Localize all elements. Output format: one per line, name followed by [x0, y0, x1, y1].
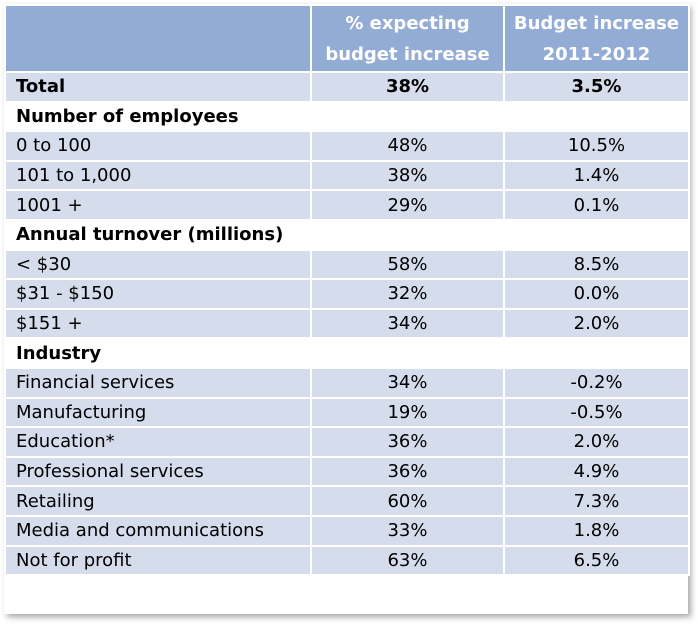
budget-increase-cell: 0.1%	[503, 189, 690, 221]
row-label: Total	[4, 71, 312, 103]
budget-increase-cell: 3.5%	[503, 71, 690, 103]
section-header-row: Industry	[4, 337, 690, 369]
budget-increase-cell: 2.0%	[503, 307, 690, 340]
row-label: < $30	[4, 248, 312, 281]
pct-expecting-cell: 34%	[310, 366, 505, 399]
budget-increase-cell: 1.8%	[503, 514, 690, 547]
pct-expecting-cell: 36%	[310, 455, 505, 488]
section-header-row: Annual turnover (millions)	[4, 218, 690, 251]
budget-increase-cell: 0.0%	[503, 278, 690, 310]
row-label: 101 to 1,000	[4, 159, 312, 192]
table-row: Financial services 34% -0.2%	[4, 366, 690, 399]
table-row: Not for profit 63% 6.5%	[4, 544, 690, 577]
table-frame: % expecting budget increase Budget incre…	[4, 4, 690, 614]
header-pct-line-1: % expecting	[345, 12, 470, 34]
header-budget-line-2: 2011-2012	[542, 43, 651, 65]
section-header-row: Number of employees	[4, 100, 690, 133]
row-label: Financial services	[4, 366, 312, 399]
row-label: $151 +	[4, 307, 312, 340]
table-row: Retailing 60% 7.3%	[4, 485, 690, 517]
row-label: Media and communications	[4, 514, 312, 547]
row-label: 1001 +	[4, 189, 312, 221]
header-pct-line-2: budget increase	[325, 43, 490, 65]
pct-expecting-cell: 36%	[310, 426, 505, 458]
budget-increase-cell: -0.5%	[503, 396, 690, 429]
header-budget-line-1: Budget increase	[513, 12, 680, 34]
table-row: $151 +34% 2.0%	[4, 307, 690, 340]
table-row: < $30 58% 8.5%	[4, 248, 690, 281]
row-label: Retailing	[4, 485, 312, 517]
table-row: $31 - $150 32% 0.0%	[4, 278, 690, 310]
row-label: Manufacturing	[4, 396, 312, 429]
pct-expecting-cell: 60%	[310, 485, 505, 517]
pct-expecting-cell: 32%	[310, 278, 505, 310]
pct-expecting-cell: 38%	[310, 71, 505, 103]
pct-expecting-cell: 29%	[310, 189, 505, 221]
budget-increase-cell: -0.2%	[503, 366, 690, 399]
row-label: Not for profit	[4, 544, 312, 577]
table-row: Professional services 36% 4.9%	[4, 455, 690, 488]
table-body: Total 38% 3.5% Number of employees 0 to 100 4…	[4, 71, 690, 577]
pct-expecting-cell: 38%	[310, 159, 505, 192]
budget-increase-cell: 2.0%	[503, 426, 690, 458]
section-label: Number of employees	[4, 100, 690, 133]
header-pct-expecting: % expecting budget increase	[310, 4, 505, 73]
header-blank-cell	[4, 4, 312, 73]
budget-increase-cell: 1.4%	[503, 159, 690, 192]
section-label: Annual turnover (millions)	[4, 218, 690, 251]
pct-expecting-cell: 34%	[310, 307, 505, 340]
table-row: Education* 36% 2.0%	[4, 426, 690, 458]
header-budget-increase: Budget increase 2011-2012	[503, 4, 690, 73]
budget-table: % expecting budget increase Budget incre…	[4, 4, 690, 577]
total-row: Total 38% 3.5%	[4, 71, 690, 103]
table-row: 0 to 100 48% 10.5%	[4, 130, 690, 162]
row-label: Professional services	[4, 455, 312, 488]
pct-expecting-cell: 58%	[310, 248, 505, 281]
budget-increase-cell: 6.5%	[503, 544, 690, 577]
row-label: Education*	[4, 426, 312, 458]
table-header-row: % expecting budget increase Budget incre…	[4, 4, 690, 73]
table-row: 1001 +29% 0.1%	[4, 189, 690, 221]
pct-expecting-cell: 33%	[310, 514, 505, 547]
table-row: Media and communications 33% 1.8%	[4, 514, 690, 547]
budget-increase-cell: 4.9%	[503, 455, 690, 488]
budget-increase-cell: 7.3%	[503, 485, 690, 517]
pct-expecting-cell: 19%	[310, 396, 505, 429]
table-row: 101 to 1,000 38% 1.4%	[4, 159, 690, 192]
row-label: 0 to 100	[4, 130, 312, 162]
table-row: Manufacturing 19% -0.5%	[4, 396, 690, 429]
row-label: $31 - $150	[4, 278, 312, 310]
pct-expecting-cell: 48%	[310, 130, 505, 162]
pct-expecting-cell: 63%	[310, 544, 505, 577]
section-label: Industry	[4, 337, 690, 369]
budget-increase-cell: 8.5%	[503, 248, 690, 281]
budget-increase-cell: 10.5%	[503, 130, 690, 162]
